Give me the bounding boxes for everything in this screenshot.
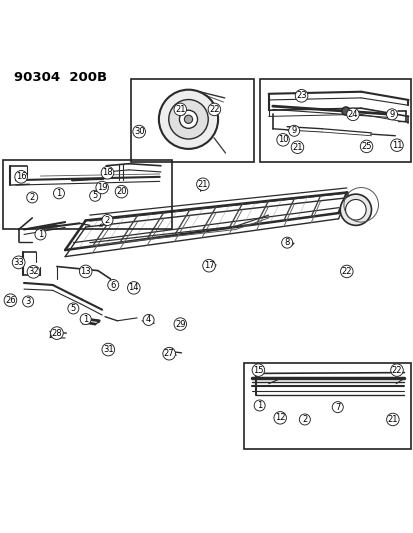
Bar [243, 363, 410, 449]
Text: 9: 9 [291, 126, 296, 135]
Text: 90304  200B: 90304 200B [14, 71, 107, 84]
Text: 1: 1 [38, 230, 43, 239]
Text: 3: 3 [25, 297, 31, 306]
Text: 1: 1 [56, 189, 62, 198]
Text: 29: 29 [175, 320, 185, 328]
Text: 21: 21 [175, 105, 185, 114]
Text: 25: 25 [361, 142, 371, 151]
Text: 2: 2 [301, 415, 307, 424]
Text: 17: 17 [203, 261, 214, 270]
Text: 6: 6 [110, 280, 116, 289]
Text: 21: 21 [387, 415, 397, 424]
Text: 14: 14 [128, 284, 139, 293]
Text: 26: 26 [5, 296, 16, 305]
Circle shape [159, 90, 218, 149]
Text: 33: 33 [13, 258, 24, 267]
Circle shape [341, 107, 349, 115]
Text: 9: 9 [389, 110, 394, 119]
Circle shape [345, 199, 365, 220]
Circle shape [339, 194, 370, 225]
Text: 21: 21 [292, 143, 302, 152]
Text: 5: 5 [92, 191, 97, 200]
Text: 24: 24 [347, 110, 357, 119]
Text: 31: 31 [103, 345, 113, 354]
Text: 4: 4 [146, 316, 151, 325]
Text: 20: 20 [116, 187, 126, 196]
Text: 21: 21 [197, 180, 208, 189]
Text: 30: 30 [133, 127, 144, 136]
Text: 10: 10 [277, 135, 287, 144]
Text: 18: 18 [102, 168, 112, 177]
Text: 15: 15 [252, 366, 263, 375]
Text: 19: 19 [97, 183, 107, 192]
Text: 2: 2 [30, 193, 35, 202]
Text: 22: 22 [341, 267, 351, 276]
Text: 11: 11 [391, 141, 401, 150]
Text: 22: 22 [209, 105, 219, 114]
Bar [260, 79, 410, 161]
Text: 23: 23 [296, 91, 306, 100]
Text: 12: 12 [274, 413, 285, 422]
Text: 32: 32 [28, 268, 39, 276]
Text: 28: 28 [52, 329, 62, 337]
Bar [131, 79, 254, 161]
Circle shape [184, 115, 192, 124]
Circle shape [169, 100, 208, 139]
Bar [3, 159, 172, 230]
Circle shape [179, 110, 197, 128]
Text: 1: 1 [83, 314, 88, 324]
Text: 16: 16 [16, 172, 26, 181]
Text: 2: 2 [104, 215, 110, 224]
Text: 13: 13 [80, 267, 91, 276]
Text: 8: 8 [284, 238, 289, 247]
Text: 27: 27 [164, 349, 174, 358]
Text: 7: 7 [334, 402, 339, 411]
Text: 1: 1 [256, 401, 261, 410]
Text: 22: 22 [391, 366, 401, 375]
Text: 5: 5 [71, 304, 76, 313]
